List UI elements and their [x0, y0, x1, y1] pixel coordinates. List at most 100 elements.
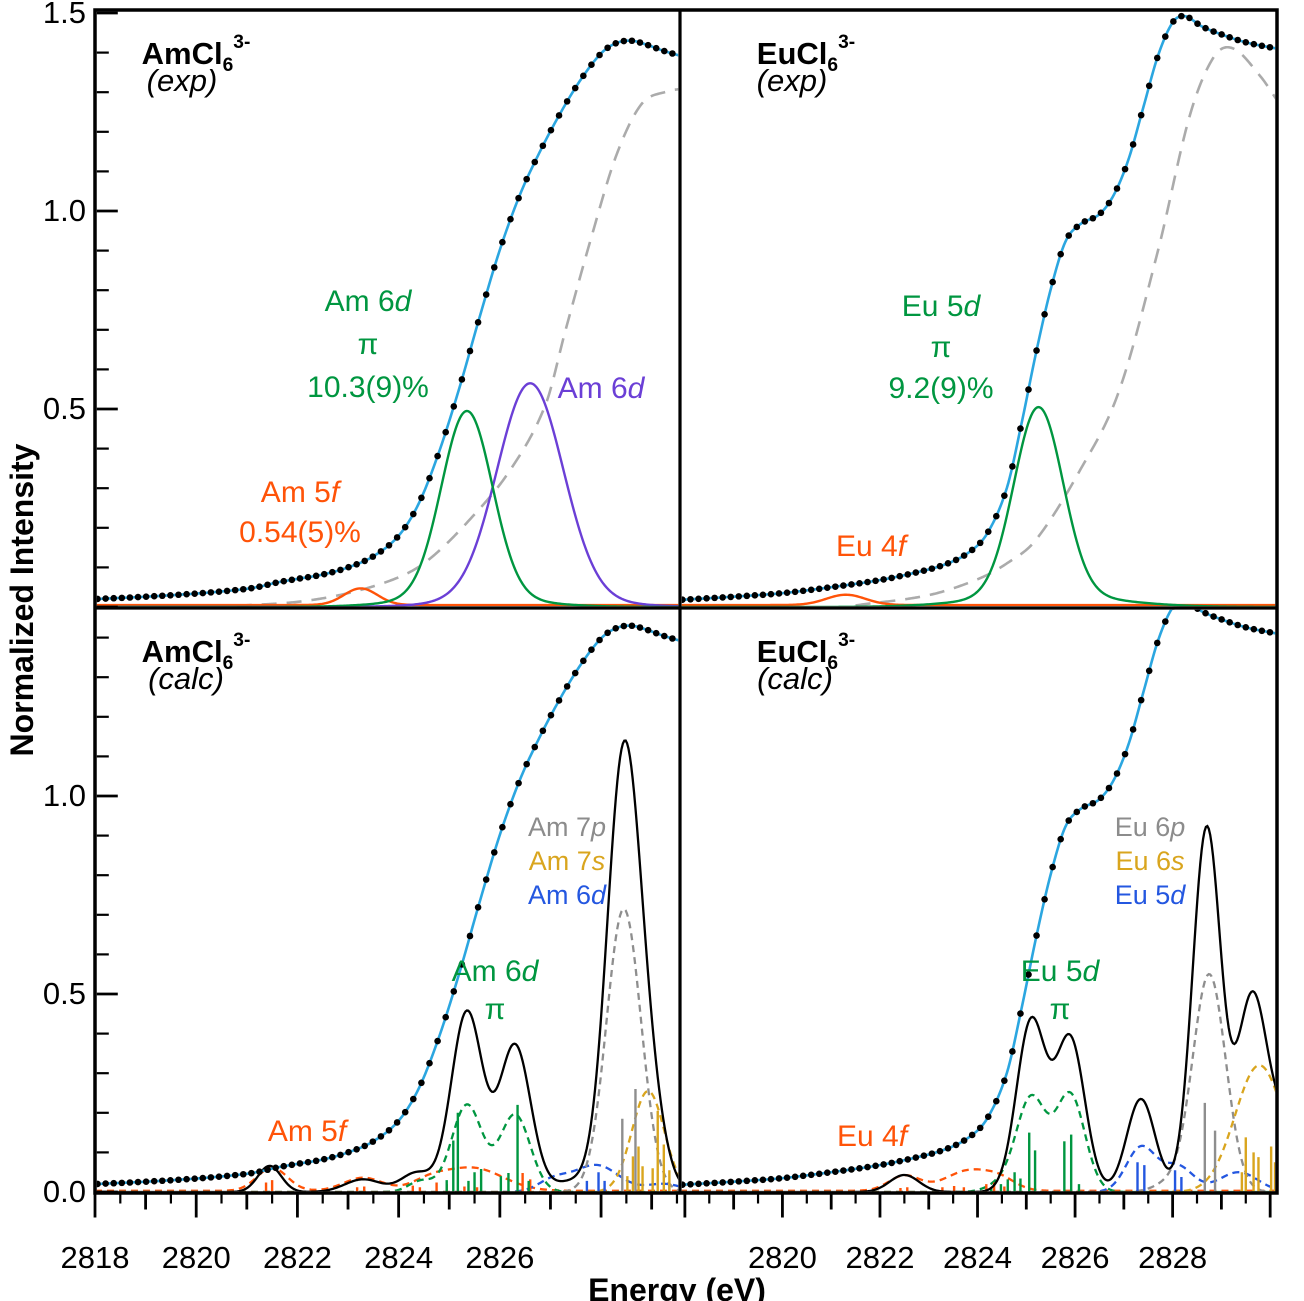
data-point — [815, 1170, 823, 1178]
data-point — [904, 1156, 912, 1163]
data-point — [150, 1177, 158, 1185]
data-point — [1145, 82, 1153, 90]
data-point — [896, 1157, 904, 1165]
data-point — [1218, 31, 1225, 38]
data-point — [1081, 218, 1089, 225]
data-point — [207, 1174, 215, 1181]
data-point — [377, 548, 385, 555]
data-point — [727, 1178, 735, 1186]
data-point — [968, 1131, 976, 1139]
data-point — [191, 1175, 198, 1182]
data-point — [944, 559, 952, 567]
data-point — [539, 727, 547, 735]
data-point — [928, 565, 936, 572]
data-point — [1041, 895, 1048, 903]
data-point — [490, 264, 498, 271]
data-point — [864, 1163, 871, 1171]
data-point — [1113, 770, 1121, 777]
data-point — [142, 1178, 150, 1185]
data-point — [256, 1168, 263, 1175]
data-point — [320, 1155, 328, 1163]
curve-green — [96, 409, 679, 607]
data-point — [759, 1176, 767, 1184]
data-point — [175, 591, 182, 599]
data-point — [159, 1177, 166, 1185]
data-point — [312, 1157, 320, 1165]
data-point — [612, 625, 620, 632]
data-point — [353, 1145, 360, 1153]
data-point — [1170, 18, 1177, 25]
data-point — [1178, 12, 1185, 20]
data-point — [1153, 639, 1161, 647]
panel-eu-exp — [681, 12, 1276, 607]
data-point — [896, 572, 904, 580]
curve-green — [681, 405, 1276, 607]
data-point — [888, 1159, 895, 1167]
data-point — [1178, 598, 1185, 605]
data-point — [418, 1079, 425, 1087]
plot-frame — [93, 8, 1279, 1195]
data-point — [118, 594, 126, 602]
data-point — [369, 553, 377, 560]
data-point — [1250, 40, 1258, 48]
data-point — [669, 635, 676, 642]
data-point — [823, 1169, 831, 1177]
data-point — [1210, 28, 1217, 35]
data-point — [458, 376, 466, 383]
data-point — [377, 1133, 385, 1140]
data-point — [767, 590, 775, 598]
data-point — [952, 1141, 960, 1149]
data-point — [968, 546, 976, 554]
data-point — [661, 47, 668, 55]
data-point — [620, 622, 628, 630]
data-point — [1049, 278, 1056, 286]
data-point — [547, 126, 555, 134]
data-point — [523, 760, 530, 768]
data-point — [1009, 463, 1016, 470]
data-point — [703, 595, 710, 602]
data-point — [644, 626, 652, 634]
data-point — [1105, 784, 1113, 792]
data-point — [223, 1172, 231, 1180]
data-point — [231, 1171, 239, 1179]
data-point — [1041, 310, 1048, 318]
data-point — [644, 41, 652, 49]
data-point — [126, 594, 134, 601]
data-point — [984, 528, 992, 535]
data-point — [976, 539, 984, 547]
data-point — [1025, 971, 1032, 978]
data-point — [936, 562, 944, 570]
data-point — [832, 1168, 839, 1175]
data-point — [636, 39, 644, 46]
data-point — [304, 573, 312, 581]
data-point — [466, 932, 474, 940]
data-point — [264, 1166, 271, 1174]
data-point — [401, 1108, 409, 1116]
data-point — [1153, 54, 1161, 62]
data-point — [272, 579, 279, 587]
data-point — [369, 1138, 377, 1145]
data-point — [393, 1119, 401, 1126]
data-point — [767, 1175, 775, 1183]
data-point — [482, 291, 490, 298]
data-point — [904, 571, 912, 578]
data-point — [256, 583, 263, 590]
data-point — [547, 711, 555, 719]
data-point — [296, 575, 304, 582]
data-point — [183, 1175, 190, 1183]
data-point — [531, 743, 539, 751]
data-point — [888, 574, 895, 582]
data-point — [1089, 799, 1097, 807]
data-point — [711, 1179, 718, 1187]
data-point — [1162, 33, 1169, 40]
data-point — [636, 624, 644, 631]
data-point — [791, 1173, 799, 1181]
data-point — [1226, 34, 1233, 41]
data-point — [1242, 39, 1250, 46]
data-point — [304, 1158, 312, 1166]
data-point — [1097, 794, 1105, 802]
data-point — [1250, 625, 1258, 633]
curve-compGray — [96, 907, 679, 1192]
data-point — [1001, 492, 1008, 499]
data-point — [361, 557, 369, 565]
